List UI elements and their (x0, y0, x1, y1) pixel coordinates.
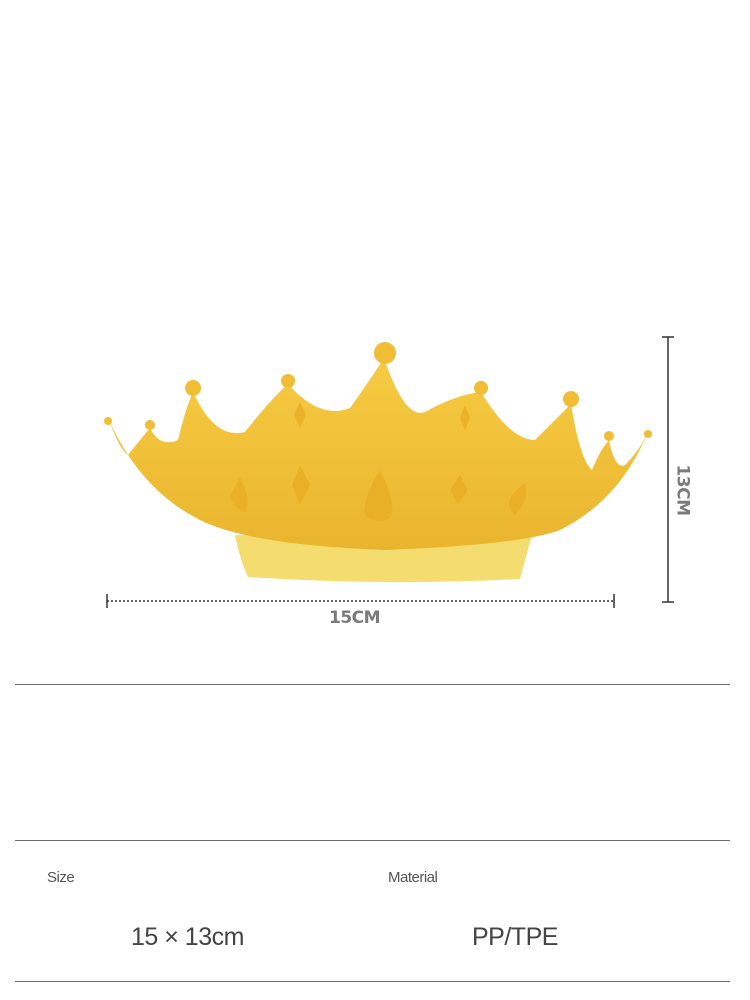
crown-gems (230, 402, 527, 521)
divider-middle (15, 840, 730, 841)
crown-balls (104, 342, 652, 441)
divider-bottom (15, 981, 730, 982)
crown-image (104, 336, 674, 608)
material-value: PP/TPE (472, 923, 558, 951)
size-value: 15 × 13cm (131, 923, 244, 951)
height-label: 13CM (672, 464, 693, 516)
material-label: Material (388, 869, 438, 886)
width-label: 15CM (329, 608, 381, 628)
size-label: Size (47, 869, 75, 886)
divider-top (15, 684, 730, 685)
crown-band (235, 535, 532, 583)
